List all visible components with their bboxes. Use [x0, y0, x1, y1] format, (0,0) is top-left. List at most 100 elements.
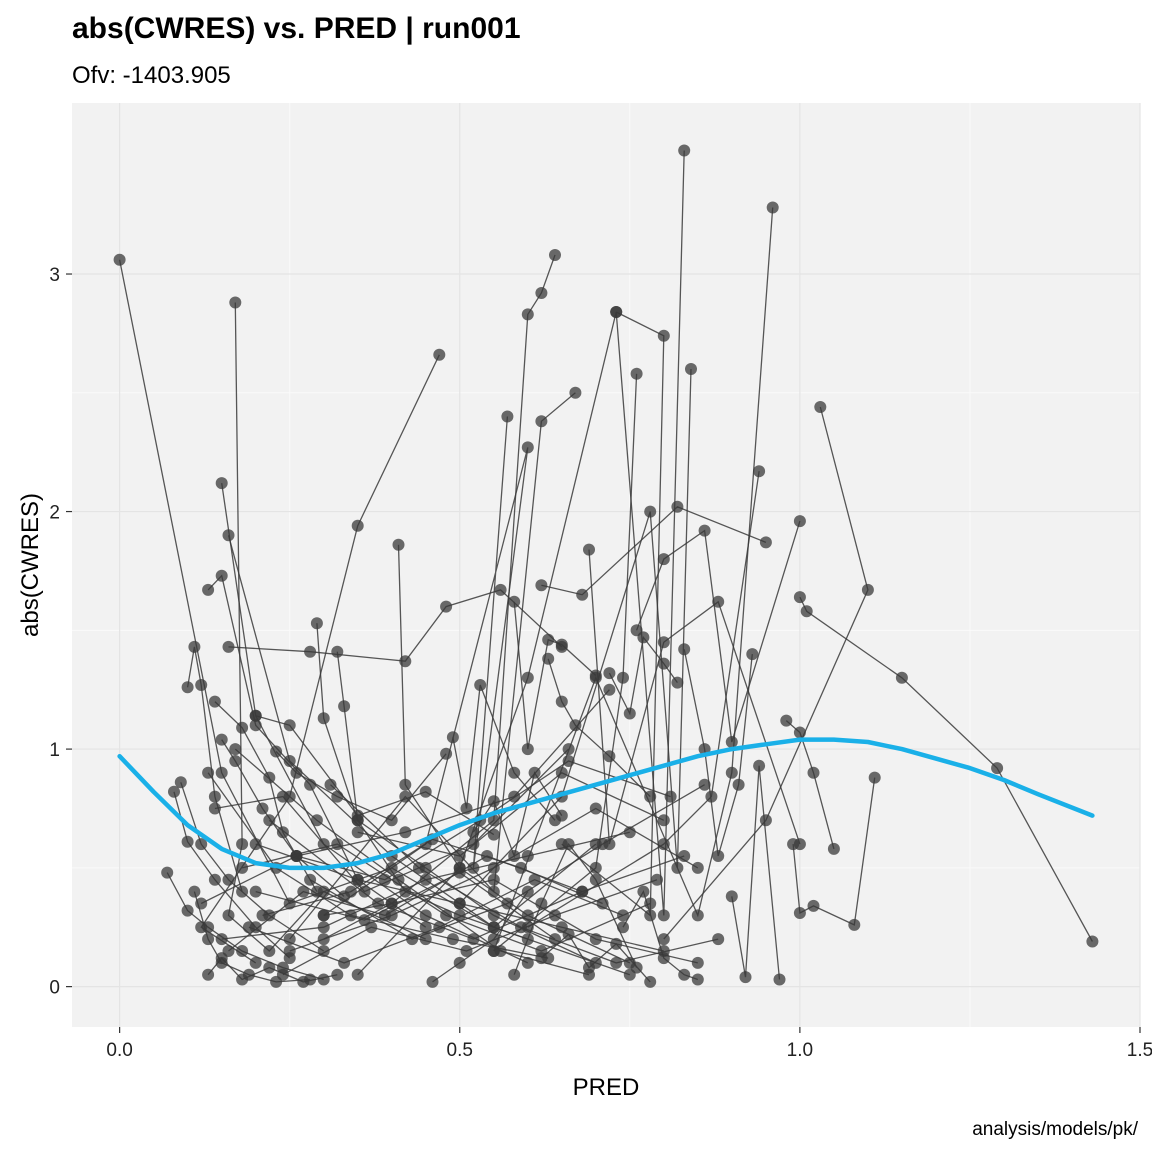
data-point	[732, 778, 745, 791]
data-point	[467, 861, 480, 874]
data-point	[229, 755, 242, 767]
data-point	[487, 828, 500, 841]
data-point	[1086, 935, 1099, 948]
data-point	[657, 838, 670, 851]
data-point	[657, 952, 670, 965]
data-point	[229, 296, 242, 309]
data-point	[215, 733, 228, 746]
data-point	[195, 838, 208, 851]
data-point	[508, 968, 521, 981]
data-point	[419, 909, 432, 922]
data-point	[807, 899, 820, 912]
data-point	[583, 961, 595, 974]
series-line-16	[541, 506, 767, 596]
series-line-3	[323, 254, 556, 940]
data-point	[814, 401, 827, 413]
data-point	[657, 636, 670, 649]
data-point	[338, 700, 351, 713]
data-point	[487, 814, 500, 827]
data-point	[515, 921, 527, 934]
data-point	[222, 640, 235, 653]
data-point	[304, 778, 317, 791]
data-point	[385, 861, 398, 874]
data-point	[698, 778, 711, 791]
data-point	[603, 667, 616, 680]
data-point	[236, 945, 249, 957]
data-point	[644, 505, 657, 518]
data-point	[691, 909, 704, 922]
data-point	[617, 909, 629, 922]
data-point	[487, 795, 500, 808]
data-point	[698, 524, 711, 537]
data-point	[861, 583, 874, 596]
data-point	[521, 956, 534, 969]
data-point	[555, 766, 568, 779]
data-point	[161, 866, 174, 879]
data-point	[644, 909, 657, 922]
data-point	[195, 897, 208, 910]
data-point	[351, 968, 364, 981]
data-point	[549, 909, 561, 922]
data-point	[589, 861, 602, 874]
data-point	[358, 885, 371, 898]
data-point	[222, 529, 235, 542]
data-point	[331, 645, 344, 658]
data-point	[338, 890, 351, 903]
data-point	[800, 605, 813, 618]
data-point	[787, 838, 800, 851]
data-point	[412, 861, 425, 874]
data-point	[630, 961, 643, 974]
data-point	[283, 755, 296, 767]
data-point	[453, 956, 466, 969]
data-point	[562, 928, 575, 941]
data-point	[712, 850, 725, 862]
data-point	[610, 306, 623, 318]
data-point	[378, 873, 391, 886]
data-point	[535, 897, 548, 910]
data-point	[705, 790, 718, 803]
data-point	[453, 897, 466, 910]
data-point	[759, 814, 772, 827]
data-point	[351, 809, 364, 822]
data-point	[746, 648, 759, 661]
data-point	[331, 838, 344, 851]
data-point	[555, 638, 568, 651]
y-tick-label: 1	[49, 740, 60, 761]
data-point	[678, 643, 691, 656]
y-tick-label: 2	[49, 503, 60, 524]
data-point	[236, 721, 249, 734]
grid-minor	[72, 103, 1140, 1027]
data-point	[508, 766, 521, 779]
data-point	[263, 814, 276, 827]
data-point	[208, 802, 221, 815]
data-point	[181, 904, 194, 917]
data-point	[515, 861, 527, 874]
data-point	[576, 885, 589, 898]
data-point	[419, 921, 432, 934]
data-point	[535, 952, 548, 965]
data-point	[310, 814, 323, 827]
data-point	[399, 885, 412, 898]
smooth-layer	[117, 737, 1095, 871]
data-point	[589, 873, 602, 886]
x-axis: 0.0 0.5 1.0 1.5	[106, 1027, 1152, 1061]
data-point	[617, 671, 629, 684]
data-point	[317, 909, 330, 922]
data-point	[317, 933, 330, 946]
data-point	[596, 897, 609, 910]
data-point	[508, 850, 521, 862]
data-point	[651, 873, 663, 886]
data-point	[555, 809, 568, 822]
data-point	[276, 968, 289, 981]
data-point	[208, 695, 221, 708]
data-point	[242, 921, 255, 934]
chart-caption: analysis/models/pk/	[972, 1119, 1139, 1140]
data-point	[467, 826, 480, 839]
data-point	[351, 519, 364, 532]
data-point	[297, 885, 310, 898]
chart-title: abs(CWRES) vs. PRED | run001	[72, 12, 521, 45]
data-point	[249, 719, 262, 732]
data-point	[317, 945, 330, 957]
data-point	[793, 726, 806, 739]
